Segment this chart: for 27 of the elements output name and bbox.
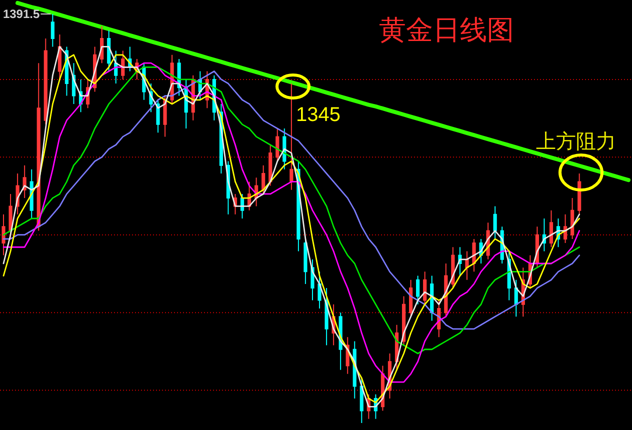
candlestick — [163, 95, 167, 138]
chart-title: 黄金日线图 — [379, 15, 514, 45]
candlestick — [2, 214, 6, 256]
annotation: 上方阻力 — [536, 130, 616, 153]
candlestick — [156, 99, 160, 134]
candlestick — [290, 83, 294, 190]
annotation: 1345 — [296, 104, 340, 126]
candlestick — [409, 279, 413, 318]
candlestick — [578, 173, 582, 215]
candlestick — [549, 210, 554, 248]
candlestick — [423, 271, 427, 305]
candlestick — [262, 164, 266, 194]
candlestick — [465, 250, 469, 280]
annotation: 1391.5 — [2, 7, 40, 21]
candlestick — [570, 198, 574, 240]
candlestick — [50, 14, 54, 48]
candlestick — [318, 271, 322, 309]
candlestick — [493, 206, 497, 240]
candlestick — [268, 144, 272, 186]
candlestick — [276, 128, 280, 162]
candlestick — [416, 275, 420, 305]
candlestick — [44, 38, 48, 125]
candlestick — [360, 378, 364, 424]
candlestick — [514, 279, 518, 318]
candlestick — [107, 30, 111, 72]
candlestick — [563, 214, 568, 244]
candlestick — [121, 50, 125, 80]
